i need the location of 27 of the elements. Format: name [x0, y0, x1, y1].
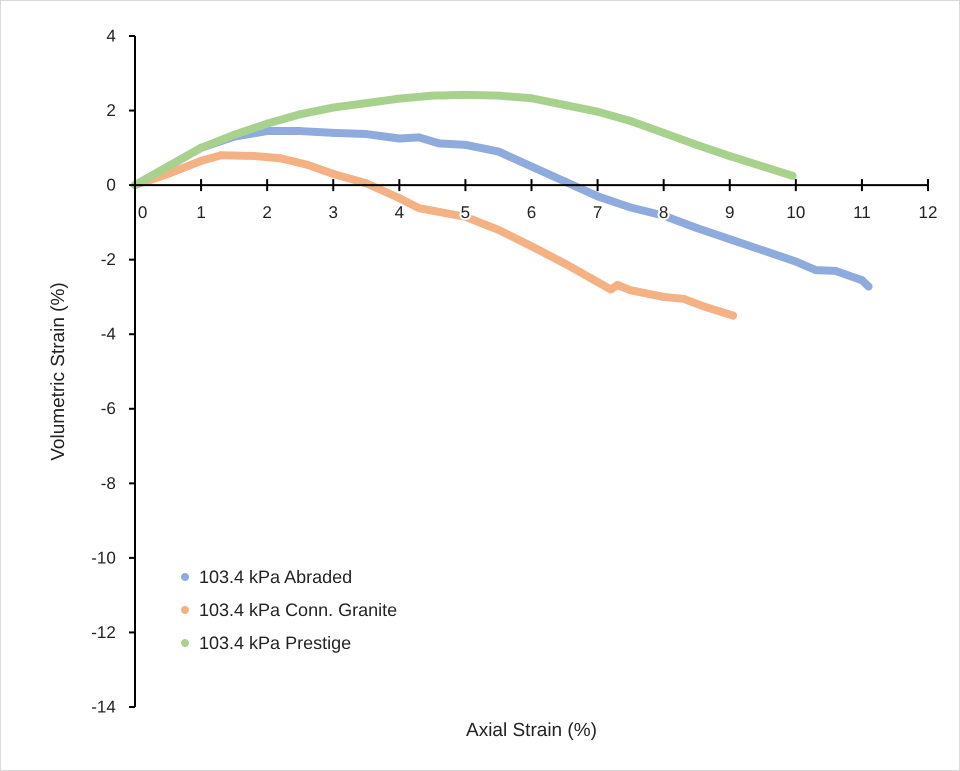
y-axis-title: Volumetric Strain (%) [48, 282, 69, 461]
y-tick-label: 0 [106, 176, 116, 195]
x-tick-label: 6 [526, 202, 536, 222]
y-tick-label: -2 [100, 250, 116, 270]
y-tick-label: -10 [91, 548, 116, 568]
x-tick-label: 5 [460, 202, 470, 222]
x-tick-label: 4 [394, 202, 404, 222]
x-tick-label: 11 [853, 202, 871, 222]
x-tick-label: 12 [918, 202, 938, 222]
legend-label: 103.4 kPa Conn. Granite [199, 600, 398, 620]
x-tick-label: 0 [138, 202, 148, 222]
y-tick-label: -14 [91, 697, 116, 716]
legend-label: 103.4 kPa Abraded [199, 567, 352, 587]
y-tick-label: 2 [106, 100, 116, 120]
x-tick-label: 2 [262, 202, 272, 222]
legend-label: 103.4 kPa Prestige [199, 633, 352, 653]
x-tick-label: 9 [725, 202, 734, 222]
x-tick-label: 1 [196, 202, 206, 222]
x-axis-title: Axial Strain (%) [466, 720, 597, 741]
y-tick-label: -6 [100, 399, 116, 418]
x-tick-label: 3 [328, 202, 338, 222]
y-tick-label: -8 [100, 474, 116, 493]
y-tick-label: -4 [100, 324, 116, 344]
y-tick-label: -12 [91, 622, 116, 642]
y-tick-label: 4 [106, 26, 116, 46]
x-tick-label: 10 [786, 202, 806, 222]
x-tick-label: 7 [592, 202, 602, 222]
